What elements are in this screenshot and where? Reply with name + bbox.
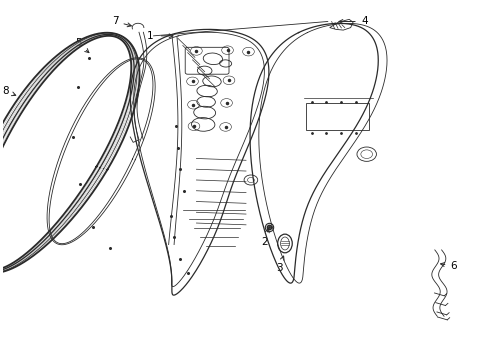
Text: 4: 4	[362, 17, 368, 27]
Text: 7: 7	[112, 17, 131, 27]
Text: 5: 5	[75, 38, 89, 53]
Text: 3: 3	[276, 256, 284, 273]
Text: 8: 8	[2, 86, 16, 96]
Text: 6: 6	[441, 261, 457, 271]
Text: 1: 1	[147, 31, 153, 41]
Text: 2: 2	[261, 229, 269, 247]
